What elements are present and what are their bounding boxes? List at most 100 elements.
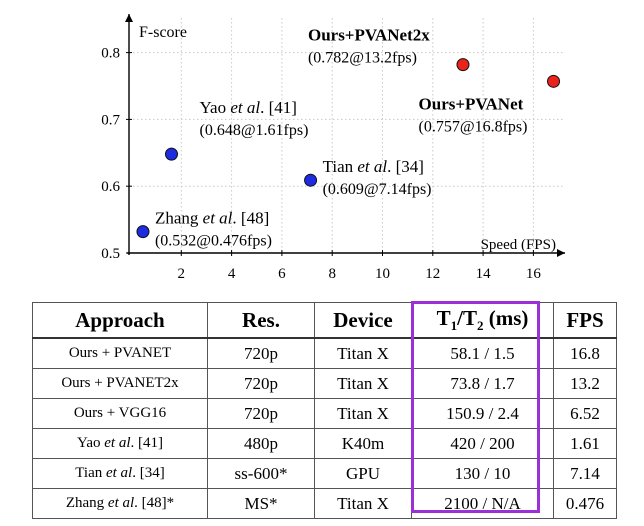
cell-time: 130 / 10 (411, 458, 554, 489)
x-tick-label: 14 (476, 266, 492, 282)
cell-approach: Ours + PVANET (32, 337, 208, 369)
point-name-text: Zhang (155, 209, 203, 228)
cell-fps: 1.61 (553, 428, 617, 459)
approach-ref: . [34] (132, 465, 165, 481)
point-value-label: (0.782@13.2fps) (308, 50, 417, 67)
x-tick-label: 2 (178, 266, 186, 282)
cell-fps: 6.52 (553, 398, 617, 429)
scatter-chart: 2 4 6 8 10 12 14 16 0.5 0.6 0.7 0.8 F-score Speed (… (101, 14, 565, 282)
cell-device: Titan X (314, 368, 412, 399)
point-name-text: Yao (199, 98, 230, 117)
cell-fps: 13.2 (553, 368, 617, 399)
header-device: Device (314, 302, 412, 339)
results-table: Approach Res. Device T1/T2 (ms) FPS Ours… (32, 302, 617, 519)
cell-approach: Zhang et al. [48]* (32, 488, 208, 519)
y-tick-label: 0.5 (101, 246, 120, 262)
x-tick-label: 12 (425, 266, 440, 282)
cell-time: 73.8 / 1.7 (411, 368, 554, 399)
data-point (456, 58, 470, 72)
approach-text: Ours + PVANET2x (61, 375, 179, 391)
cell-time: 420 / 200 (411, 428, 554, 459)
cell-res: 720p (207, 337, 315, 369)
x-axis-label: Speed (FPS) (481, 237, 556, 253)
grid (129, 18, 565, 253)
point-name-label: Ours+PVANet2x (308, 26, 430, 45)
approach-ref: . [41] (130, 435, 164, 451)
point-value-label: (0.648@1.61fps) (199, 122, 308, 139)
cell-fps: 16.8 (553, 337, 617, 369)
approach-text: Ours + PVANET (68, 345, 172, 361)
cell-device: Titan X (314, 337, 412, 369)
x-axis-arrow (557, 249, 565, 257)
cell-fps: 7.14 (553, 458, 617, 489)
point-labels: Ours+PVANet2x (0.782@13.2fps) Ours+PVANet (… (155, 26, 528, 250)
approach-italic: et al (104, 435, 131, 451)
cell-device: K40m (314, 428, 412, 459)
point-name-text: Ours+PVANet2x (308, 26, 430, 45)
approach-italic: et al (105, 465, 133, 481)
y-tick-label: 0.7 (101, 112, 120, 128)
axes (125, 14, 565, 257)
point-name-ref: . [48] (232, 209, 269, 228)
point-name-ref: . [34] (387, 157, 424, 176)
cell-approach: Tian et al. [34] (32, 458, 208, 489)
point-name-label: Yao et al. [41] (199, 98, 296, 117)
table-body: Ours + PVANET 720p Titan X 58.1 / 1.5 16.8 Ou… (32, 337, 617, 519)
cell-time: 150.9 / 2.4 (411, 398, 554, 429)
cell-time: 58.1 / 1.5 (411, 337, 554, 369)
approach-text: Tian (75, 465, 106, 481)
cell-res: 720p (207, 368, 315, 399)
point-name-label: Zhang et al. [48] (155, 209, 269, 228)
point-name-label: Ours+PVANet (419, 94, 524, 113)
header-time-text: T1/T2 (ms) (436, 305, 529, 334)
header-approach: Approach (32, 302, 208, 339)
cell-device: Titan X (314, 398, 412, 429)
table-row: Ours + VGG16 720p Titan X 150.9 / 2.4 6.52 (32, 398, 617, 429)
approach-text: Ours + VGG16 (73, 405, 167, 421)
y-axis-arrow (125, 14, 133, 22)
data-point (304, 173, 318, 187)
point-name-text: Ours+PVANet (419, 94, 524, 113)
header-res: Res. (207, 302, 315, 339)
approach-ref: . [48]* (134, 495, 175, 511)
approach-italic: et al (107, 495, 135, 511)
y-axis-label: F-score (139, 24, 187, 41)
tick-labels: 2 4 6 8 10 12 14 16 0.5 0.6 0.7 0.8 (101, 46, 541, 282)
point-value-label: (0.757@16.8fps) (419, 118, 528, 135)
data-point (164, 147, 178, 161)
cell-time: 2100 / N/A (411, 488, 554, 519)
point-name-italic: et al (357, 157, 387, 176)
cell-fps: 0.476 (553, 488, 617, 519)
approach-text: Zhang (65, 495, 108, 511)
table-row: Tian et al. [34] ss-600* GPU 130 / 10 7.14 (32, 458, 617, 489)
cell-device: Titan X (314, 488, 412, 519)
y-tick-label: 0.8 (101, 46, 120, 62)
table-row: Ours + PVANET 720p Titan X 58.1 / 1.5 16.8 (32, 337, 617, 369)
cell-device: GPU (314, 458, 412, 489)
cell-approach: Ours + VGG16 (32, 398, 208, 429)
data-points (136, 58, 561, 239)
y-tick-label: 0.6 (101, 179, 120, 195)
data-point (547, 74, 561, 88)
table-row: Yao et al. [41] 480p K40m 420 / 200 1.61 (32, 428, 617, 459)
approach-text: Yao (77, 435, 105, 451)
cell-approach: Ours + PVANET2x (32, 368, 208, 399)
point-name-ref: . [41] (260, 98, 297, 117)
cell-res: ss-600* (207, 458, 315, 489)
table-row: Ours + PVANET2x 720p Titan X 73.8 / 1.7 13.2 (32, 368, 617, 399)
point-name-italic: et al (203, 209, 233, 228)
cell-res: MS* (207, 488, 315, 519)
point-value-label: (0.532@0.476fps) (155, 233, 272, 250)
x-tick-label: 6 (278, 266, 286, 282)
cell-approach: Yao et al. [41] (32, 428, 208, 459)
table-row: Zhang et al. [48]* MS* Titan X 2100 / N/A 0.… (32, 488, 617, 519)
table-header-row: Approach Res. Device T1/T2 (ms) FPS (32, 302, 617, 339)
cell-res: 720p (207, 398, 315, 429)
point-name-italic: et al (230, 98, 260, 117)
cell-res: 480p (207, 428, 315, 459)
point-name-text: Tian (323, 157, 358, 176)
x-tick-label: 4 (228, 266, 236, 282)
x-tick-label: 10 (375, 266, 390, 282)
data-point (136, 225, 150, 239)
header-fps: FPS (553, 302, 617, 339)
